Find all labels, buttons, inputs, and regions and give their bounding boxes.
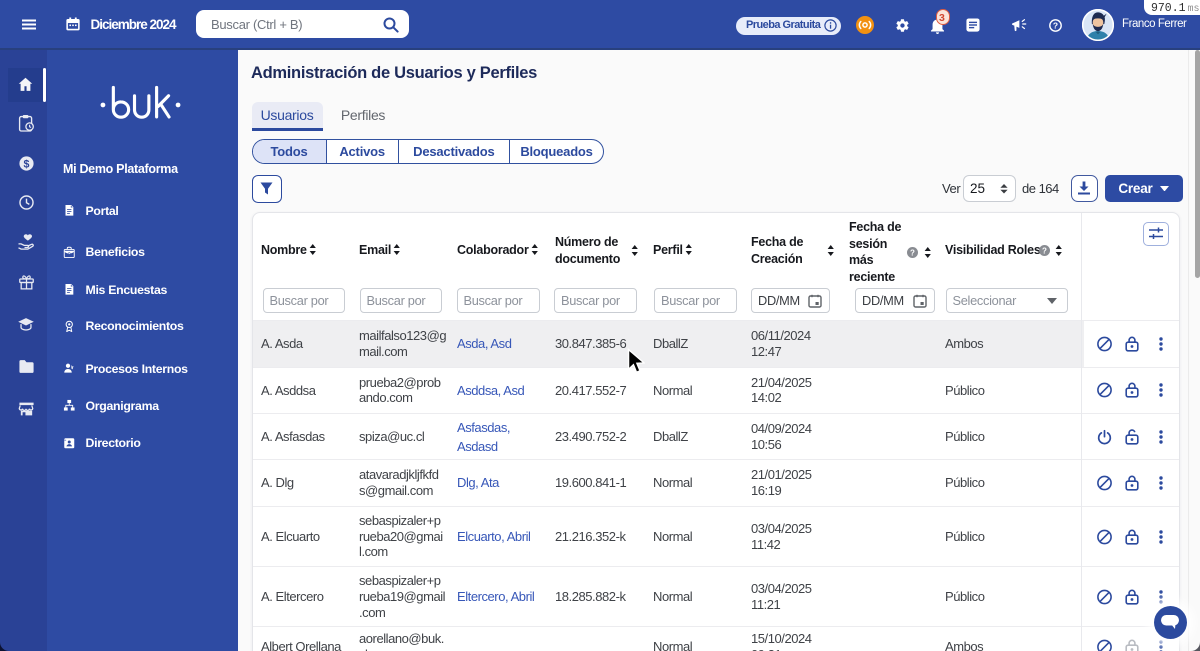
svg-text:?: ? — [1042, 246, 1047, 255]
svg-text:?: ? — [910, 248, 915, 257]
svg-text:$: $ — [24, 158, 30, 170]
svg-text:?: ? — [1053, 20, 1058, 30]
